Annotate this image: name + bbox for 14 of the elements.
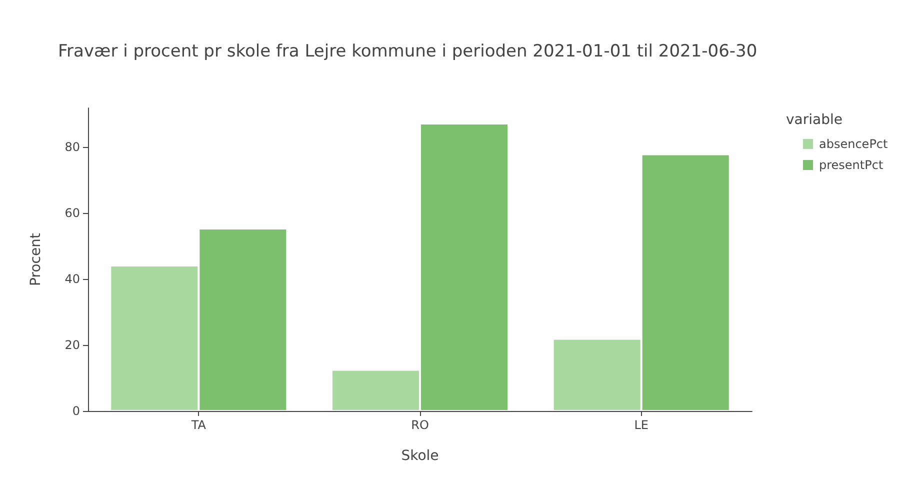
x-tick-label: LE <box>634 418 648 432</box>
legend-label: absencePct <box>819 137 888 151</box>
legend-title: variable <box>786 112 842 128</box>
y-tick-label: 80 <box>64 140 80 154</box>
y-tick-label: 0 <box>72 404 80 418</box>
chart-title: Fravær i procent pr skole fra Lejre kommune i perioden 2021-01-01 til 2021-06-30 <box>58 42 758 62</box>
legend-label: presentPct <box>819 158 884 172</box>
y-tick-label: 20 <box>64 338 80 352</box>
y-axis-title: Procent <box>28 232 44 286</box>
x-axis-title: Skole <box>401 448 439 464</box>
y-tick-label: 60 <box>64 206 80 220</box>
y-tick-label: 40 <box>64 272 80 286</box>
x-tick-label: RO <box>411 418 429 432</box>
x-tick-label: TA <box>190 418 207 432</box>
